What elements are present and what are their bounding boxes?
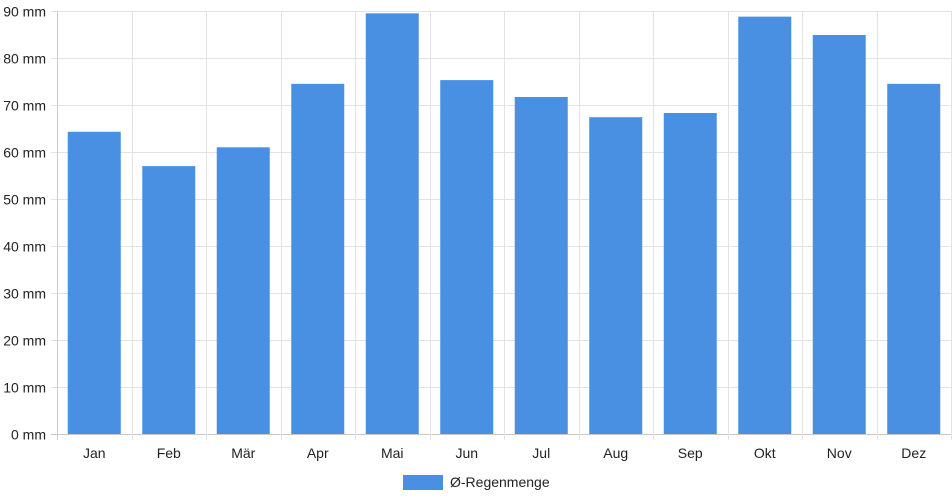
legend[interactable]: Ø-Regenmenge (403, 474, 550, 490)
bar-jul (514, 97, 568, 434)
bar-jan (67, 131, 121, 435)
bar-feb (142, 166, 196, 434)
y-tick-label: 0 mm (11, 427, 46, 443)
legend-label: Ø-Regenmenge (450, 474, 550, 490)
x-tick-label: Nov (827, 445, 852, 461)
y-tick-label: 70 mm (3, 98, 46, 114)
bar-apr (291, 83, 345, 434)
x-tick-label: Mai (381, 445, 404, 461)
x-tick-label: Okt (754, 445, 776, 461)
y-tick-label: 10 mm (3, 380, 46, 396)
bar-aug (589, 117, 643, 434)
x-tick-label: Dez (901, 445, 926, 461)
y-tick-label: 90 mm (3, 4, 46, 20)
x-axis-ticks: Jan Feb Mär Apr Mai Jun Jul Aug Sep Okt Nov Dez (83, 445, 926, 461)
bar-mär (216, 147, 270, 435)
x-tick-label: Jul (532, 445, 550, 461)
y-tick-label: 50 mm (3, 192, 46, 208)
bar-jun (440, 80, 494, 434)
y-tick-label: 20 mm (3, 333, 46, 349)
y-axis-ticks: 0 mm 10 mm 20 mm 30 mm 40 mm 50 mm 60 mm 70 mm 8… (3, 4, 46, 443)
bar-sep (663, 112, 717, 435)
bar-dez (887, 83, 941, 434)
bar-mai (365, 13, 419, 434)
y-tick-label: 40 mm (3, 239, 46, 255)
x-tick-label: Sep (678, 445, 703, 461)
bar-nov (812, 34, 866, 434)
x-tick-label: Aug (603, 445, 628, 461)
y-tick-label: 60 mm (3, 145, 46, 161)
bars (67, 13, 941, 435)
x-tick-label: Jun (455, 445, 478, 461)
legend-swatch (403, 475, 443, 490)
x-tick-label: Jan (83, 445, 106, 461)
y-tick-label: 80 mm (3, 51, 46, 67)
x-tick-label: Apr (307, 445, 329, 461)
bar-okt (738, 16, 792, 434)
y-tick-label: 30 mm (3, 286, 46, 302)
x-tick-label: Feb (157, 445, 181, 461)
x-tick-label: Mär (231, 445, 255, 461)
